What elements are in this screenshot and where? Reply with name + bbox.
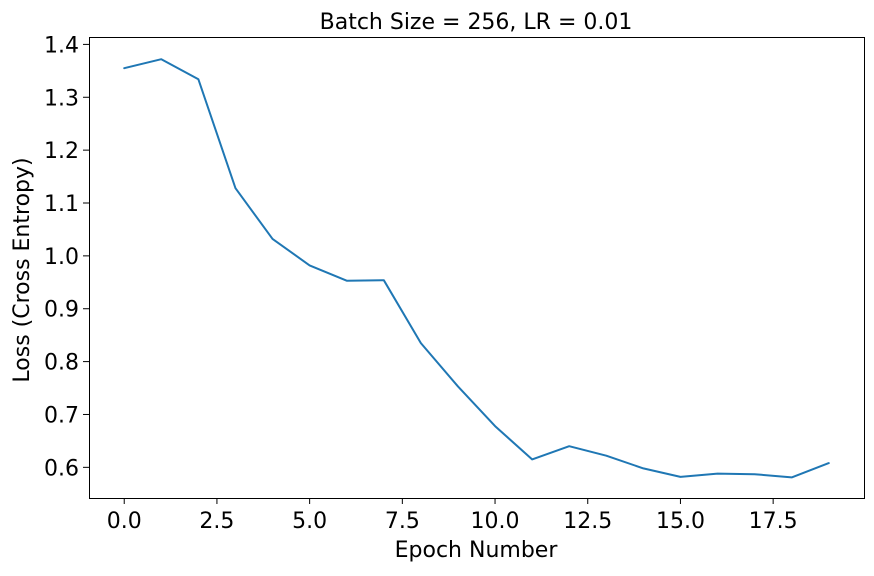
y-tick-label: 1.0: [44, 245, 79, 270]
y-tick-label: 0.6: [44, 456, 79, 481]
y-tick-label: 1.1: [44, 192, 79, 217]
chart-title: Batch Size = 256, LR = 0.01: [320, 10, 633, 35]
x-tick-label: 10.0: [471, 509, 520, 534]
x-tick-label: 15.0: [656, 509, 705, 534]
y-tick-label: 0.7: [44, 403, 79, 428]
series-line-0: [123, 58, 830, 479]
y-tick-label: 1.2: [44, 139, 79, 164]
x-tick-label: 17.5: [749, 509, 798, 534]
x-tick-label: 0.0: [107, 509, 142, 534]
x-tick-label: 2.5: [199, 509, 234, 534]
x-tick-label: 12.5: [563, 509, 612, 534]
y-tick-label: 0.9: [44, 298, 79, 323]
y-tick-label: 1.3: [44, 86, 79, 111]
y-tick-label: 1.4: [44, 33, 79, 58]
y-axis-ticks: 0.6 0.7 0.8 0.9 1.0 1.1 1.2 1.3 1.4: [44, 33, 89, 481]
y-tick-label: 0.8: [44, 351, 79, 376]
x-tick-label: 5.0: [292, 509, 327, 534]
x-axis-label: Epoch Number: [395, 538, 559, 563]
y-axis-label: Loss (Cross Entropy): [10, 157, 35, 382]
series-layer: [123, 58, 830, 479]
x-tick-label: 7.5: [385, 509, 420, 534]
x-axis-ticks: 0.0 2.5 5.0 7.5 10.0 12.5 15.0 17.5: [107, 498, 798, 534]
plot-area-frame: [89, 37, 865, 499]
